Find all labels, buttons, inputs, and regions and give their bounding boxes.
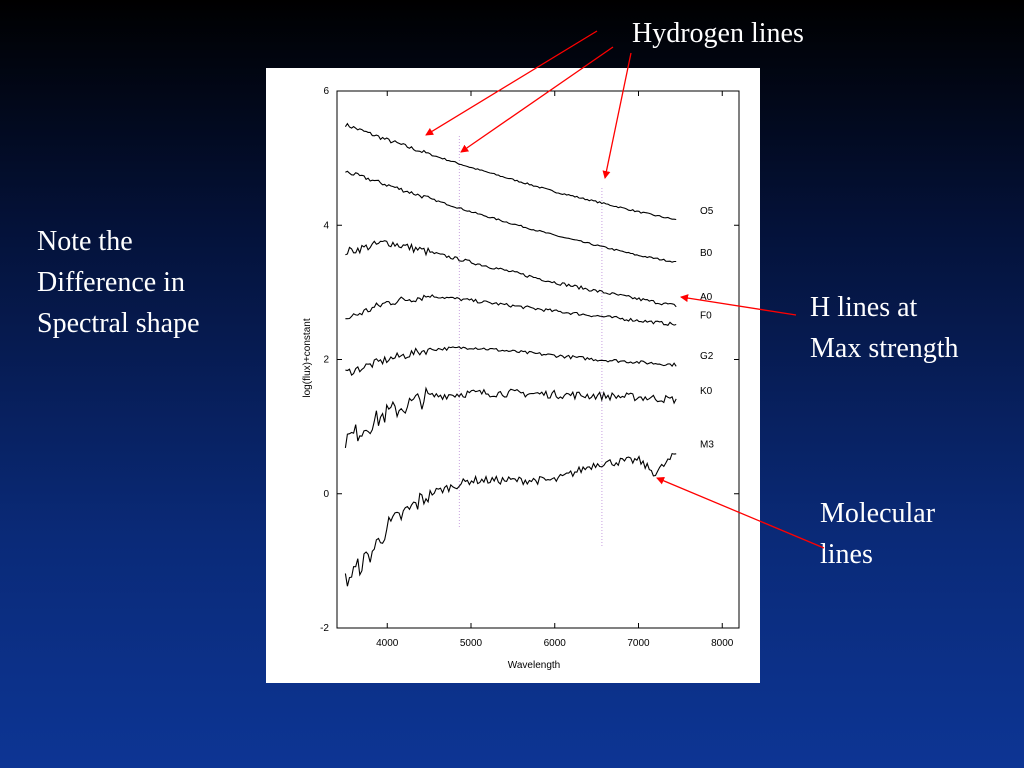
molecular-line-2: lines <box>820 539 873 570</box>
x-tick-label: 7000 <box>627 638 650 649</box>
x-tick-label: 6000 <box>544 638 567 649</box>
molecular-line-1: Molecular <box>820 498 936 529</box>
y-axis-label: log(flux)+constant <box>302 318 313 397</box>
spectra-chart: 4000 5000 6000 7000 8000 -2 0 2 4 6 O5 B0 A0 F0 G2 K0 M… <box>302 86 740 671</box>
y-tick-label: -2 <box>320 623 329 634</box>
class-label-o5: O5 <box>700 206 714 217</box>
y-tick-label: 0 <box>323 489 329 500</box>
class-label-a0: A0 <box>700 292 713 303</box>
class-label-f0: F0 <box>700 311 712 322</box>
plot-frame <box>336 90 740 629</box>
note-line-3: Spectral shape <box>37 308 200 339</box>
spectrum-k0 <box>344 386 677 448</box>
class-label-k0: K0 <box>700 386 713 397</box>
h-max-line-1: H lines at <box>810 292 918 323</box>
y-tick-label: 6 <box>323 86 329 97</box>
class-label-b0: B0 <box>700 248 713 259</box>
x-tick-label: 8000 <box>711 638 734 649</box>
h-lines-max-annotation: H lines at Max strength <box>810 287 959 369</box>
spectrum-a0 <box>345 240 677 308</box>
spectrum-o5 <box>344 122 677 221</box>
x-tick-label: 4000 <box>376 638 399 649</box>
x-tick-label: 5000 <box>460 638 483 649</box>
class-label-m3: M3 <box>700 439 714 450</box>
spectrum-g2 <box>345 346 677 377</box>
h-max-line-2: Max strength <box>810 333 959 364</box>
spectrum-b0 <box>345 170 677 263</box>
y-tick-label: 4 <box>323 220 329 231</box>
spectrum-f0 <box>345 294 677 326</box>
note-line-2: Difference in <box>37 267 185 298</box>
spectrum-m3 <box>344 452 677 587</box>
x-axis-label: Wavelength <box>508 660 560 671</box>
class-label-g2: G2 <box>700 351 714 362</box>
hydrogen-lines-annotation: Hydrogen lines <box>632 18 804 49</box>
y-tick-label: 2 <box>323 355 329 366</box>
molecular-lines-annotation: Molecular lines <box>820 493 935 575</box>
note-line-1: Note the <box>37 226 133 257</box>
note-annotation: Note the Difference in Spectral shape <box>37 221 200 344</box>
